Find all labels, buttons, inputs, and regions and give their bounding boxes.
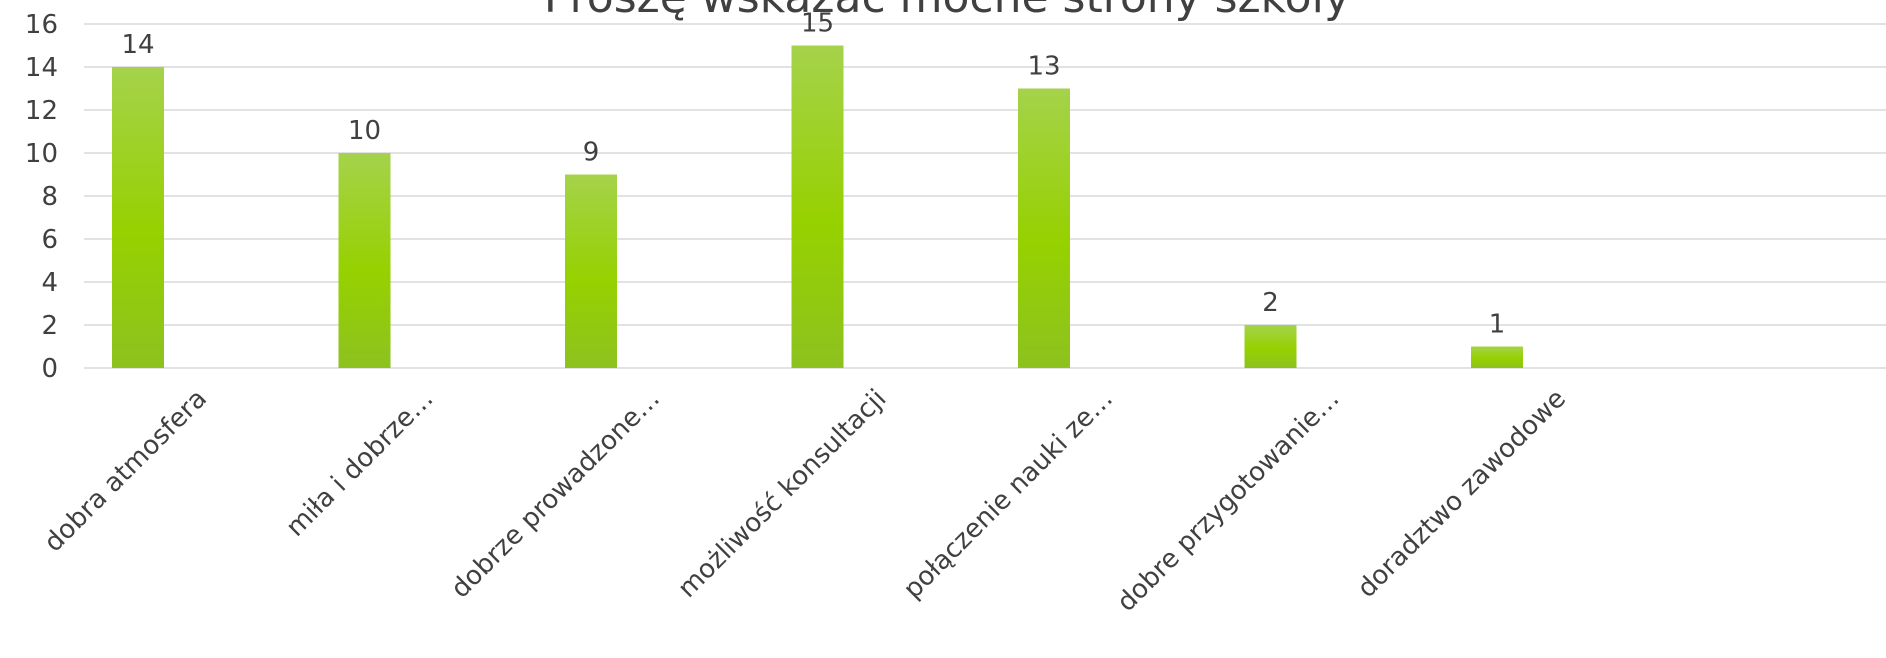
category-label: dobre przygotowanie… (1111, 384, 1345, 618)
category-label: dobrze prowadzone… (445, 384, 665, 604)
data-label: 1 (1489, 310, 1506, 340)
category-labels: dobra atmosfera miła i dobrze… dobrze prow… (39, 384, 1572, 618)
y-tick-label: 8 (41, 182, 58, 212)
data-label: 13 (1027, 52, 1060, 82)
data-label: 9 (583, 138, 600, 168)
y-tick-label: 0 (41, 354, 58, 384)
category-label: miła i dobrze… (280, 384, 439, 543)
data-labels: 14 10 9 15 13 2 1 (121, 9, 1505, 340)
y-axis-ticks: 0 2 4 6 8 10 12 14 16 (25, 10, 58, 384)
y-tick-label: 4 (41, 268, 58, 298)
category-label: dobra atmosfera (39, 384, 213, 558)
data-label: 2 (1262, 288, 1279, 318)
bar (112, 67, 164, 368)
y-tick-label: 10 (25, 139, 58, 169)
y-tick-label: 12 (25, 96, 58, 126)
y-tick-label: 16 (25, 10, 58, 40)
data-label: 15 (801, 9, 834, 39)
bar (791, 45, 844, 368)
bar (338, 153, 391, 368)
y-tick-label: 14 (25, 53, 58, 83)
chart-title: Proszę wskazać mocne strony szkoły (544, 0, 1350, 23)
bar (1471, 346, 1523, 368)
category-label: możliwość konsultacji (672, 384, 892, 604)
data-label: 14 (121, 30, 154, 60)
bar (1018, 88, 1070, 368)
bars (112, 45, 1523, 368)
y-tick-label: 2 (41, 311, 58, 341)
y-tick-label: 6 (41, 225, 58, 255)
bar (1244, 325, 1297, 368)
data-label: 10 (348, 116, 381, 146)
category-label: połączenie nauki ze… (898, 384, 1119, 605)
bar (565, 174, 617, 368)
category-label: doradztwo zawodowe (1352, 384, 1572, 604)
